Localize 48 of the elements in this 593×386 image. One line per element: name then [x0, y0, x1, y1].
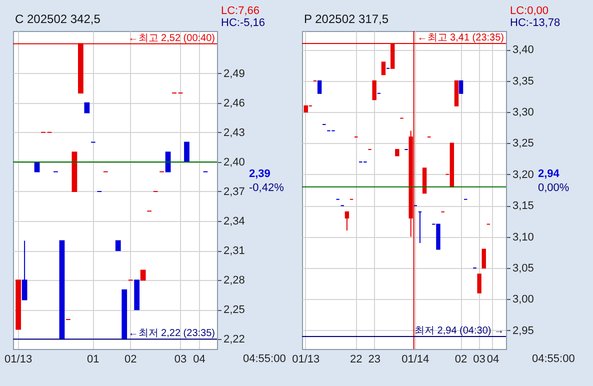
ref-line-label: ←최저 2,22 (23:35) — [128, 328, 215, 340]
x-tick-label: 01 — [87, 354, 100, 366]
y-tick-label: 3,05 — [512, 262, 534, 274]
y-tick-label: 2,43 — [224, 126, 245, 139]
y-tick-label: 2,31 — [224, 245, 245, 258]
y-tick-label: 2,28 — [224, 274, 245, 287]
y-tick-label: 3,25 — [512, 138, 534, 150]
ref-line-label: 최저 2,94 (04:30) → — [414, 326, 504, 337]
x-tick-label: 02 — [454, 354, 468, 366]
y-tick-label: 2,40 — [224, 156, 245, 168]
y-tick-label: 2,34 — [224, 216, 245, 228]
ref-line-label: ←최고 3,41 (23:35) — [417, 32, 504, 44]
chart-title: P 202502 317,5 — [304, 12, 389, 26]
y-tick-label: 2,25 — [224, 304, 245, 316]
text: 0,00% — [538, 182, 570, 194]
y-tick-label: 2,95 — [512, 324, 534, 337]
y-tick-label: 3,30 — [512, 106, 534, 119]
text: 2,94 — [538, 168, 560, 180]
y-tick-label: 2,46 — [224, 97, 245, 110]
text: LC:7,66 — [221, 5, 260, 17]
y-tick-label: 2,22 — [224, 334, 245, 346]
text: HC:-5,16 — [221, 17, 266, 29]
y-tick-label: 2,37 — [224, 186, 245, 198]
text: 2,39 — [249, 168, 270, 180]
text: 04:55:00 — [532, 353, 575, 365]
y-tick-label: 3,40 — [512, 44, 534, 56]
x-tick-label: 01/13 — [4, 354, 32, 366]
ref-line-label: ←최고 2,52 (00:40) — [128, 32, 215, 44]
x-tick-label: 04 — [486, 354, 500, 366]
y-tick-label: 3,35 — [512, 75, 534, 88]
x-tick-label: 01/14 — [402, 354, 430, 366]
x-tick-label: 22 — [350, 354, 362, 366]
x-tick-label: 01/13 — [292, 354, 320, 366]
y-tick-label: 3,00 — [512, 294, 534, 306]
y-tick-label: 3,10 — [512, 231, 534, 244]
chart-title: C 202502 342,5 — [15, 12, 101, 26]
text: 04:55:00 — [243, 353, 286, 365]
x-tick-label: 04 — [193, 354, 206, 366]
y-tick-label: 3,15 — [512, 200, 534, 212]
x-tick-label: 03 — [174, 354, 187, 366]
x-tick-label: 23 — [368, 354, 380, 366]
x-tick-label: 02 — [124, 354, 137, 366]
text: -0,42% — [249, 182, 284, 194]
y-tick-label: 3,20 — [512, 168, 534, 181]
text: HC:-13,78 — [510, 17, 560, 29]
text: LC:0,00 — [510, 5, 549, 17]
x-tick-label: 03 — [473, 354, 486, 366]
y-tick-label: 2,49 — [224, 68, 245, 80]
